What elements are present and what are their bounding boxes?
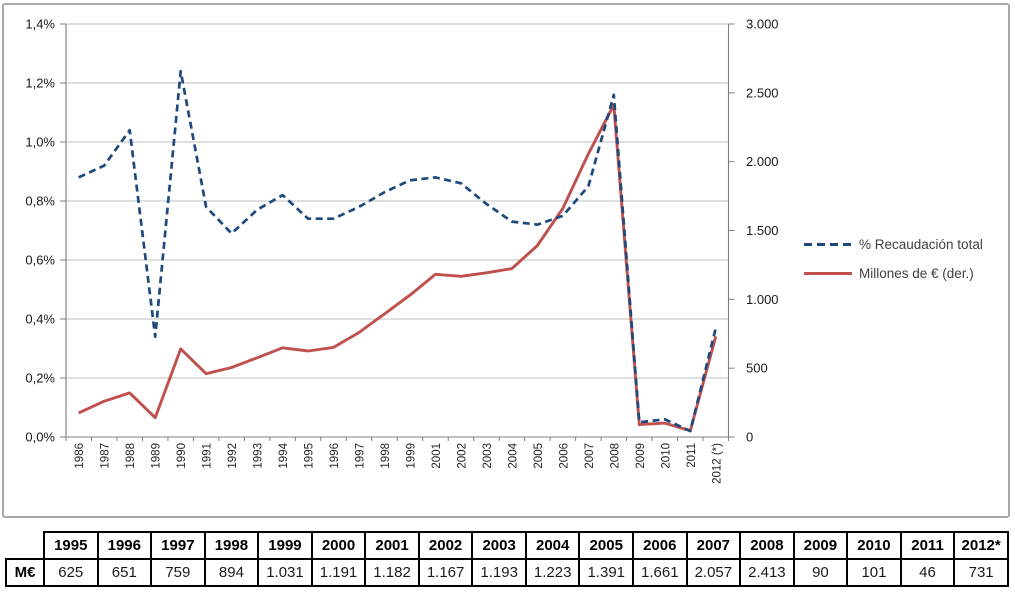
chart-legend: % Recaudación total Millones de € (der.) (804, 234, 983, 292)
value-cell: 46 (899, 558, 956, 587)
x-axis-tick-label: 1988 (125, 443, 137, 469)
x-axis-tick-label: 1991 (202, 443, 214, 469)
value-cell: 1.391 (578, 558, 635, 587)
year-header-cell: 1997 (150, 531, 206, 560)
year-header-cell: 1999 (257, 531, 313, 560)
x-axis-tick-label: 1996 (329, 443, 341, 469)
x-axis-tick-label: 2008 (609, 443, 621, 469)
left-axis-tick-label: 0,6% (25, 253, 55, 268)
value-cell: 2.057 (685, 558, 742, 587)
legend-label-pct-recaudacion: % Recaudación total (859, 236, 983, 252)
x-axis-tick-label: 2001 (431, 443, 443, 469)
legend-item-millones-euro: Millones de € (der.) (804, 263, 983, 283)
value-cell: 625 (43, 558, 99, 587)
line-chart-canvas: 1,4% 1,2% 1,0% 0,8% 0,6% 0,4% 0,2% 0,0% 3.000 2.5… (25, 17, 779, 484)
x-axis-tick-label: 2002 (456, 443, 468, 469)
year-header-cell: 1995 (43, 531, 99, 560)
x-axis-tick-label: 2010 (660, 443, 672, 469)
legend-label-millones-euro: Millones de € (der.) (859, 265, 974, 281)
x-axis-tick-label: 1993 (253, 443, 265, 469)
unit-row-header: M€ (5, 558, 45, 587)
value-cell: 894 (203, 558, 260, 587)
left-axis-tick-label: 1,4% (25, 17, 55, 32)
dashed-line-swatch (804, 242, 852, 246)
x-axis-tick-label: 2003 (482, 443, 494, 469)
year-header-cell: 2004 (524, 531, 581, 560)
left-axis-tick-label: 0,8% (25, 194, 55, 209)
year-header-cell: 2007 (685, 531, 742, 560)
year-header-cell: 2012* (953, 531, 1009, 560)
x-axis-tick-label: 2007 (584, 443, 596, 469)
left-axis-tick-label: 0,4% (25, 312, 55, 327)
right-axis-tick-label: 2.500 (746, 85, 779, 100)
year-header-cell: 2010 (846, 531, 902, 560)
year-header-cell: 2011 (899, 531, 956, 560)
year-header-cell: 2006 (632, 531, 688, 560)
year-header-cell: 2002 (417, 531, 474, 560)
value-cell: 1.191 (310, 558, 367, 587)
left-axis-tick-label: 0,2% (25, 371, 55, 386)
x-axis-tick-label: 2011 (686, 443, 698, 468)
data-table: 1995 1996 1997 1998 1999 2000 2001 2002 2003 2004… (5, 531, 1009, 587)
value-cell: 1.223 (524, 558, 581, 587)
solid-line-swatch (804, 271, 852, 275)
x-axis-tick-label: 2005 (533, 443, 545, 469)
right-axis-tick-label: 1.500 (746, 223, 779, 238)
value-cell: 1.193 (471, 558, 527, 587)
right-axis-tick-label: 3.000 (746, 17, 779, 32)
year-header-cell: 2000 (310, 531, 367, 560)
value-cell: 1.182 (364, 558, 420, 587)
x-axis-tick-label: 1997 (355, 443, 367, 469)
x-axis-tick-label: 1992 (227, 443, 239, 469)
data-table-wrap: 1995 1996 1997 1998 1999 2000 2001 2002 2003 2004… (5, 531, 1010, 587)
value-cell: 651 (96, 558, 153, 587)
x-axis-tick-label: 1999 (405, 443, 417, 469)
year-header-cell: 2005 (578, 531, 635, 560)
right-axis-tick-label: 0 (746, 430, 753, 445)
millones-euro-line (78, 103, 718, 433)
legend-item-pct-recaudacion: % Recaudación total (804, 234, 983, 254)
pct-recaudacion-line (78, 69, 718, 433)
left-axis-tick-label: 0,0% (25, 430, 55, 445)
x-axis-tick-label: 2004 (507, 442, 519, 468)
value-cell: 1.661 (632, 558, 688, 587)
right-axis-tick-label: 500 (746, 361, 768, 376)
value-cell: 731 (953, 558, 1009, 587)
value-cell: 90 (792, 558, 849, 587)
year-header-cell: 2009 (792, 531, 849, 560)
x-axis-tick-label: 2009 (635, 443, 647, 469)
x-axis-tick-label: 2012 (*) (711, 443, 723, 484)
right-axis-tick-label: 2.000 (746, 154, 779, 169)
x-axis-tick-label: 1994 (278, 442, 290, 468)
x-axis-tick-label: 1986 (74, 443, 86, 469)
value-cell: 759 (150, 558, 206, 587)
x-axis-tick-label: 1990 (176, 443, 188, 469)
x-axis-tick-label: 1987 (100, 443, 112, 469)
x-axis-tick-label: 2006 (558, 443, 570, 469)
year-header-cell: 2001 (364, 531, 420, 560)
value-cell: 1.167 (417, 558, 474, 587)
year-header-cell: 2008 (739, 531, 795, 560)
x-axis-tick-label: 1998 (380, 443, 392, 469)
value-cell: 2.413 (739, 558, 795, 587)
left-axis-tick-label: 1,0% (25, 135, 55, 150)
right-axis-tick-label: 1.000 (746, 292, 779, 307)
year-header-cell: 1998 (203, 531, 260, 560)
left-axis-tick-label: 1,2% (25, 76, 55, 91)
x-axis-tick-label: 1995 (304, 443, 316, 469)
table-corner-cell (6, 532, 44, 559)
year-header-cell: 2003 (471, 531, 527, 560)
x-axis-tick-label: 1989 (151, 443, 163, 469)
value-cell: 1.031 (257, 558, 313, 587)
year-header-cell: 1996 (96, 531, 153, 560)
value-cell: 101 (846, 558, 902, 587)
